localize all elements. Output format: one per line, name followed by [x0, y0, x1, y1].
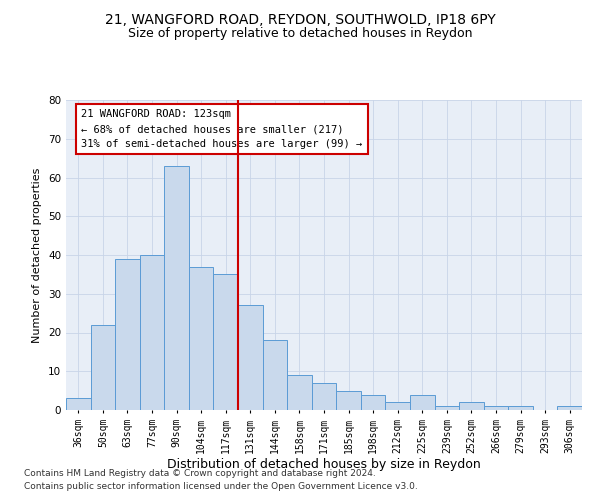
- Text: Contains public sector information licensed under the Open Government Licence v3: Contains public sector information licen…: [24, 482, 418, 491]
- Bar: [164, 166, 189, 410]
- Bar: [459, 402, 484, 410]
- Text: Contains HM Land Registry data © Crown copyright and database right 2024.: Contains HM Land Registry data © Crown c…: [24, 468, 376, 477]
- Bar: [287, 375, 312, 410]
- Bar: [557, 406, 582, 410]
- Bar: [410, 394, 434, 410]
- Bar: [140, 255, 164, 410]
- Bar: [91, 325, 115, 410]
- Bar: [385, 402, 410, 410]
- Bar: [189, 266, 214, 410]
- Bar: [66, 398, 91, 410]
- Bar: [115, 259, 140, 410]
- Bar: [238, 306, 263, 410]
- Bar: [214, 274, 238, 410]
- Bar: [484, 406, 508, 410]
- Bar: [312, 383, 336, 410]
- Text: 21 WANGFORD ROAD: 123sqm
← 68% of detached houses are smaller (217)
31% of semi-: 21 WANGFORD ROAD: 123sqm ← 68% of detach…: [82, 110, 363, 149]
- Bar: [263, 340, 287, 410]
- X-axis label: Distribution of detached houses by size in Reydon: Distribution of detached houses by size …: [167, 458, 481, 471]
- Y-axis label: Number of detached properties: Number of detached properties: [32, 168, 43, 342]
- Bar: [508, 406, 533, 410]
- Bar: [434, 406, 459, 410]
- Text: 21, WANGFORD ROAD, REYDON, SOUTHWOLD, IP18 6PY: 21, WANGFORD ROAD, REYDON, SOUTHWOLD, IP…: [104, 12, 496, 26]
- Text: Size of property relative to detached houses in Reydon: Size of property relative to detached ho…: [128, 28, 472, 40]
- Bar: [336, 390, 361, 410]
- Bar: [361, 394, 385, 410]
